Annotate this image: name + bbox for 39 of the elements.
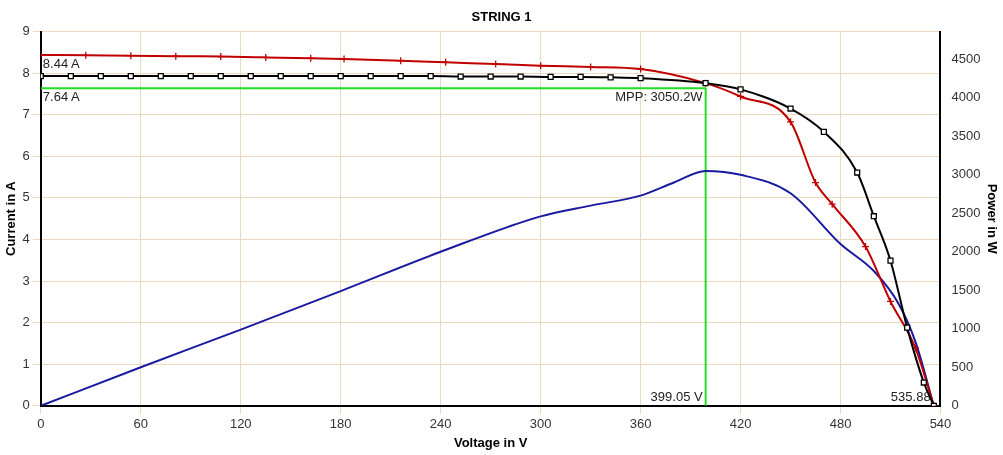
y2-tick-label: 3500: [951, 127, 981, 143]
y2-tick-label: 2500: [951, 204, 981, 220]
y2-tick-label: 4000: [951, 89, 981, 105]
y-tick-label: 5: [22, 189, 30, 205]
x-tick-label: 120: [229, 416, 252, 432]
x-axis-title: Voltage in V: [453, 434, 528, 450]
y2-axis-title: Power in W: [984, 183, 1000, 255]
annotation: 535.88: [890, 388, 931, 404]
y2-tick-label: 0: [951, 397, 959, 413]
y-tick-label: 1: [22, 355, 30, 371]
x-tick-label: 0: [37, 416, 45, 432]
y-axis-title: Current in A: [3, 180, 19, 257]
chart-title: STRING 1: [471, 9, 532, 25]
y2-tick-label: 2000: [951, 243, 981, 259]
x-tick-label: 480: [829, 416, 852, 432]
y2-tick-label: 1000: [951, 320, 981, 336]
annotation: 7.64 A: [42, 89, 81, 105]
x-tick-label: 60: [133, 416, 149, 432]
y-tick-label: 0: [22, 397, 30, 413]
y2-tick-label: 3000: [951, 166, 981, 182]
annotation: 8.44 A: [42, 55, 81, 71]
y-tick-label: 7: [22, 106, 30, 122]
y-tick-label: 2: [22, 314, 30, 330]
y2-tick-label: 4500: [951, 50, 981, 66]
x-tick-label: 540: [929, 416, 952, 432]
x-tick-label: 180: [329, 416, 352, 432]
x-tick-label: 360: [629, 416, 652, 432]
annotation: MPP: 3050.2W: [615, 89, 704, 105]
y2-tick-label: 1500: [951, 281, 981, 297]
y2-tick-label: 500: [951, 358, 974, 374]
y-tick-label: 3: [22, 272, 30, 288]
annotation: 399.05 V: [650, 388, 703, 404]
y-tick-label: 9: [22, 23, 30, 39]
y-tick-label: 8: [22, 64, 30, 80]
y-tick-label: 4: [22, 231, 30, 247]
x-tick-label: 240: [429, 416, 452, 432]
y-tick-label: 6: [22, 147, 30, 163]
x-tick-label: 300: [529, 416, 552, 432]
x-tick-label: 420: [729, 416, 752, 432]
